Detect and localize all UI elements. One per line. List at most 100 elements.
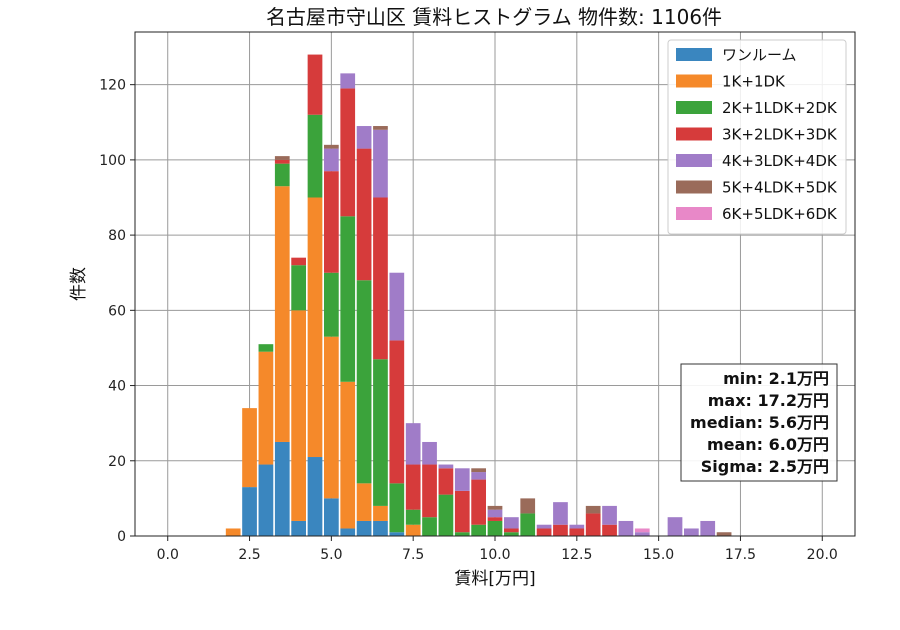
bar-series-3-bin-8 <box>356 148 372 281</box>
bar-series-2-bin-15 <box>471 524 486 536</box>
bar-series-4-bin-13 <box>438 464 454 469</box>
bar-series-2-bin-13 <box>438 494 454 536</box>
bar-series-4-bin-12 <box>422 441 437 465</box>
legend-entry-label: 3K+2LDK+3DK <box>722 126 838 144</box>
x-axis-label: 賃料[万円] <box>454 569 535 589</box>
legend-entry-label: 2K+1LDK+2DK <box>722 99 838 117</box>
bar-series-3-bin-13 <box>438 468 454 495</box>
legend-swatch <box>676 48 712 61</box>
bar-series-3-bin-15 <box>471 479 486 525</box>
stat-sigma: Sigma: 2.5万円 <box>701 457 829 476</box>
bar-series-5-bin-3 <box>274 156 290 160</box>
bar-series-4-bin-11 <box>405 423 421 465</box>
y-axis-label: 件数 <box>69 267 89 301</box>
bar-series-0-bin-3 <box>274 441 290 536</box>
bar-series-4-bin-10 <box>389 272 405 341</box>
bar-series-2-bin-18 <box>520 513 536 536</box>
legend-frame <box>667 39 847 235</box>
stat-mean: mean: 6.0万円 <box>707 435 829 454</box>
bar-series-3-bin-16 <box>487 517 503 521</box>
legend-swatch <box>676 207 712 220</box>
bar-series-1-bin-6 <box>324 336 339 499</box>
bar-series-3-bin-17 <box>504 528 519 533</box>
bar-series-3-bin-23 <box>602 524 617 536</box>
bar-series-1-bin-7 <box>340 381 356 529</box>
bar-series-0-bin-2 <box>258 464 274 536</box>
x-tick-label: 2.5 <box>238 547 260 563</box>
bar-series-5-bin-9 <box>373 126 388 130</box>
bar-series-4-bin-15 <box>471 472 486 480</box>
y-tick-label: 0 <box>117 529 126 545</box>
bar-series-0-bin-1 <box>242 487 257 536</box>
bar-series-4-bin-25 <box>634 532 650 536</box>
bar-series-2-bin-5 <box>307 114 323 198</box>
legend-swatch <box>676 127 712 141</box>
stat-median: median: 5.6万円 <box>690 413 829 432</box>
chart-title: 名古屋市守山区 賃料ヒストグラム 物件数: 1106件 <box>266 5 722 29</box>
legend-swatch <box>676 154 712 167</box>
bar-series-3-bin-12 <box>422 464 437 518</box>
bar-series-1-bin-11 <box>405 524 421 536</box>
bars <box>225 54 732 536</box>
bar-series-4-bin-28 <box>684 528 699 536</box>
bar-series-6-bin-25 <box>634 528 650 533</box>
bar-series-1-bin-8 <box>356 483 372 521</box>
bar-series-5-bin-6 <box>324 144 339 149</box>
legend-entry-label: 1K+1DK <box>722 73 786 91</box>
bar-series-5-bin-18 <box>520 498 536 514</box>
stat-min: min: 2.1万円 <box>723 369 829 388</box>
bar-series-4-bin-20 <box>553 502 568 525</box>
x-tick-label: 7.5 <box>402 547 424 563</box>
bar-series-1-bin-5 <box>307 197 323 458</box>
bar-series-4-bin-29 <box>700 520 716 536</box>
bar-series-1-bin-9 <box>373 505 388 521</box>
bar-series-5-bin-16 <box>487 505 503 510</box>
legend-swatch <box>676 180 712 194</box>
bar-series-5-bin-15 <box>471 468 486 473</box>
bar-series-1-bin-2 <box>258 351 274 465</box>
legend-entry-label: 4K+3LDK+4DK <box>722 152 838 170</box>
bar-series-0-bin-7 <box>340 528 356 536</box>
bar-series-2-bin-16 <box>487 520 503 536</box>
axis-ticks: 0.0 2.5 5.0 7.5 10.0 12.5 15.0 17.5 20.0 0 20 40 60 8… <box>99 78 838 563</box>
stats-frame <box>680 363 838 482</box>
bar-series-4-bin-6 <box>324 148 339 172</box>
bar-series-3-bin-3 <box>274 159 290 164</box>
y-tick-label: 120 <box>99 78 126 94</box>
y-tick-label: 20 <box>108 454 126 470</box>
y-tick-label: 100 <box>99 153 126 169</box>
legend-swatch <box>676 74 712 88</box>
bar-series-4-bin-14 <box>454 468 470 491</box>
bar-series-3-bin-14 <box>454 490 470 533</box>
bar-series-3-bin-7 <box>340 88 356 217</box>
bar-series-2-bin-2 <box>258 344 274 352</box>
bar-series-4-bin-8 <box>356 126 372 149</box>
bar-series-2-bin-17 <box>504 532 519 536</box>
bar-series-4-bin-23 <box>602 505 617 525</box>
x-tick-label: 20.0 <box>807 547 838 563</box>
stats-box: min: 2.1万円 max: 17.2万円 median: 5.6万円 mea… <box>680 363 838 482</box>
bar-series-3-bin-6 <box>324 171 339 273</box>
bar-series-4-bin-7 <box>340 73 356 89</box>
bar-series-5-bin-30 <box>716 532 732 536</box>
bar-series-2-bin-14 <box>454 532 470 536</box>
bar-series-0-bin-4 <box>291 520 306 536</box>
bar-series-3-bin-19 <box>536 528 552 536</box>
bar-series-5-bin-22 <box>585 505 601 514</box>
bar-series-2-bin-10 <box>389 483 405 533</box>
x-tick-label: 12.5 <box>561 547 592 563</box>
x-tick-label: 5.0 <box>320 547 342 563</box>
bar-series-2-bin-12 <box>422 517 437 536</box>
bar-series-0-bin-10 <box>389 532 405 536</box>
bar-series-3-bin-21 <box>569 528 585 536</box>
bar-series-2-bin-8 <box>356 280 372 484</box>
legend-swatch <box>676 101 712 114</box>
bar-series-2-bin-9 <box>373 359 388 506</box>
bar-series-2-bin-7 <box>340 216 356 382</box>
bar-series-4-bin-16 <box>487 509 503 518</box>
bar-series-2-bin-4 <box>291 265 306 311</box>
y-tick-label: 60 <box>108 303 126 319</box>
bar-series-4-bin-17 <box>504 517 519 529</box>
legend-entry-label: 6K+5LDK+6DK <box>722 205 838 223</box>
